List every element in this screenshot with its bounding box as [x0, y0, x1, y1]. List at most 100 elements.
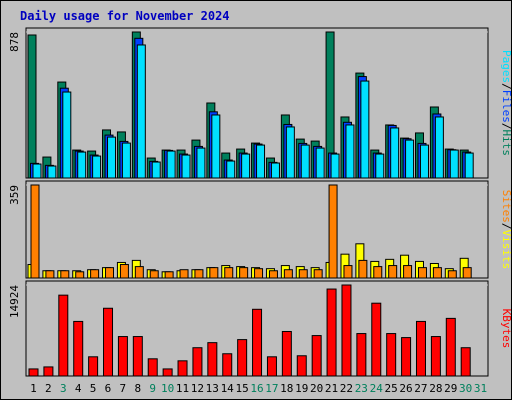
bar [226, 160, 236, 179]
x-tick-label: 8 [134, 382, 141, 395]
bar [119, 264, 129, 279]
x-tick-label: 10 [161, 382, 174, 395]
legend-entry: Sites [500, 190, 512, 223]
bar [207, 342, 218, 377]
bar [117, 336, 128, 377]
x-tick-label: 19 [295, 382, 308, 395]
legend-separator: / [500, 123, 512, 130]
bar [88, 356, 99, 377]
bar [386, 333, 397, 377]
bar [47, 165, 57, 179]
bar [90, 269, 100, 279]
bar [360, 80, 370, 179]
bar [401, 337, 412, 377]
bar [460, 347, 471, 377]
bar [328, 184, 338, 279]
legend-entry: Pages [500, 50, 512, 83]
bar [281, 330, 292, 377]
bar [166, 150, 176, 179]
x-tick-label: 5 [90, 382, 97, 395]
bar [434, 116, 444, 179]
bar [415, 320, 426, 377]
bar [43, 366, 54, 377]
bar [283, 269, 293, 279]
bar [164, 271, 174, 279]
x-tick-label: 14 [221, 382, 235, 395]
bar [105, 267, 115, 279]
bar [27, 34, 37, 179]
bar [356, 333, 367, 377]
x-tick-label: 6 [105, 382, 112, 395]
bar [388, 265, 398, 279]
chart-title: Daily usage for November 2024 [20, 9, 230, 23]
bar [121, 142, 131, 179]
x-tick-label: 4 [75, 382, 82, 395]
x-tick-label: 9 [149, 382, 156, 395]
bar [60, 270, 70, 279]
bar [326, 288, 337, 377]
bar [405, 139, 415, 179]
bar [194, 269, 204, 279]
bar [432, 267, 442, 279]
legend-entry: Files [500, 90, 512, 123]
bar [241, 153, 251, 179]
bar [417, 267, 427, 279]
x-tick-label: 31 [474, 382, 487, 395]
bar [28, 368, 39, 377]
bar [192, 347, 203, 377]
bar [464, 152, 474, 179]
bar [343, 265, 353, 279]
bar [266, 356, 277, 377]
legend: Pages/Files/Hits [500, 50, 512, 156]
bar [147, 358, 158, 377]
legend-entry: Hits [500, 130, 512, 157]
bar [179, 269, 189, 279]
legend-entry: Visits [500, 230, 512, 270]
x-tick-label: 22 [340, 382, 353, 395]
bar [285, 126, 295, 179]
y-tick-label: 359 [8, 185, 21, 205]
bar [151, 161, 161, 179]
bar [371, 302, 382, 377]
plot-area [25, 180, 489, 279]
bar [77, 151, 87, 179]
bar [134, 266, 144, 279]
legend-separator: / [500, 83, 512, 90]
bar [445, 317, 456, 377]
bar [375, 153, 385, 179]
bar [92, 155, 102, 179]
bar [358, 259, 368, 279]
x-tick-label: 12 [191, 382, 204, 395]
bar [252, 308, 263, 377]
bar [75, 271, 85, 279]
bar [181, 154, 191, 179]
legend: Sites/Visits [500, 190, 512, 270]
x-tick-label: 11 [176, 382, 189, 395]
x-tick-label: 28 [429, 382, 442, 395]
bar [341, 284, 352, 377]
x-tick-label: 15 [235, 382, 248, 395]
bar [211, 114, 221, 179]
x-tick-label: 21 [325, 382, 338, 395]
bar [132, 336, 143, 377]
bar [300, 144, 310, 179]
bar [162, 368, 173, 377]
bar [62, 91, 72, 179]
bar [237, 339, 248, 377]
bar [430, 336, 441, 377]
legend-separator: / [500, 223, 512, 230]
bar [373, 266, 383, 279]
x-tick-label: 7 [120, 382, 127, 395]
bar [254, 268, 264, 279]
bar [313, 269, 323, 279]
bar [330, 153, 340, 179]
bar [224, 267, 234, 279]
x-tick-label: 3 [60, 382, 67, 395]
x-tick-label: 17 [265, 382, 278, 395]
bar [449, 149, 459, 179]
y-tick-label: 878 [8, 32, 21, 52]
bar [298, 269, 308, 279]
x-tick-label: 23 [355, 382, 368, 395]
bar [45, 270, 55, 279]
bar [315, 147, 325, 179]
